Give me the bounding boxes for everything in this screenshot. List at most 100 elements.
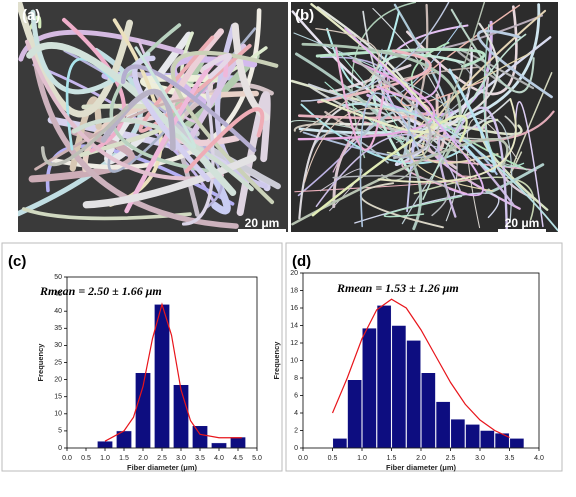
fiber <box>352 57 432 160</box>
bar <box>406 340 421 449</box>
x-tick-label: 1.5 <box>387 455 397 462</box>
y-tick-label: 4 <box>294 410 298 417</box>
y-tick-label: 5 <box>58 428 62 435</box>
fiber <box>294 52 423 231</box>
fiber <box>300 103 472 165</box>
fiber <box>376 62 442 100</box>
fiber <box>32 63 217 206</box>
y-tick-label: 0 <box>58 445 62 452</box>
fiber <box>138 35 252 133</box>
fiber <box>485 163 545 194</box>
fibers <box>18 2 558 232</box>
fiber <box>377 98 517 183</box>
y-tick-label: 30 <box>54 342 62 349</box>
fiber <box>332 175 449 217</box>
panel-label: (b) <box>295 7 314 24</box>
fiber <box>344 27 484 197</box>
x-tick-label: 5.0 <box>252 455 262 462</box>
fiber <box>514 101 544 228</box>
fiber <box>202 53 232 80</box>
fiber <box>304 107 479 183</box>
y-tick-label: 15 <box>54 394 62 401</box>
fiber <box>418 102 498 176</box>
fiber <box>134 46 196 149</box>
x-tick-label: 3.0 <box>176 455 186 462</box>
fiber <box>34 98 195 171</box>
x-tick-label: 4.5 <box>233 455 243 462</box>
x-tick-label: 0.0 <box>298 455 308 462</box>
y-tick-label: 6 <box>294 392 298 399</box>
fiber <box>450 8 535 94</box>
x-tick-label: 4.0 <box>214 455 224 462</box>
fiber <box>422 33 527 200</box>
x-tick-label: 1.5 <box>119 455 129 462</box>
scale-bar-label: 20 μm <box>245 216 280 230</box>
fiber <box>401 117 513 225</box>
bar <box>173 384 189 449</box>
y-tick-label: 40 <box>54 308 62 315</box>
fiber <box>360 182 444 229</box>
fiber <box>317 49 432 104</box>
scale-bar-label: 20 μm <box>505 216 540 230</box>
fiber <box>442 22 499 127</box>
annotation: Rmean = 2.50 ± 1.66 μm <box>39 284 162 298</box>
bar <box>332 438 348 449</box>
x-tick-label: 4.0 <box>534 455 544 462</box>
fiber <box>62 17 127 153</box>
fiber <box>71 117 254 192</box>
fiber <box>291 79 523 136</box>
fiber <box>341 103 558 232</box>
fiber <box>324 51 405 143</box>
bar <box>192 425 208 449</box>
fiber <box>24 39 224 181</box>
fiber <box>437 134 515 218</box>
x-tick-label: 1.0 <box>100 455 110 462</box>
fiber <box>299 28 380 133</box>
x-tick-label: 2.5 <box>157 455 167 462</box>
y-tick-label: 12 <box>290 340 298 347</box>
fiber <box>383 195 463 218</box>
x-tick-label: 3.0 <box>475 455 485 462</box>
fiber <box>480 118 549 211</box>
fiber <box>120 64 257 153</box>
x-tick-label: 3.5 <box>505 455 515 462</box>
panel-frame <box>1 242 283 472</box>
y-tick-label: 16 <box>290 305 298 312</box>
fiber <box>40 105 129 167</box>
panel-frame <box>285 242 563 472</box>
y-tick-label: 10 <box>290 357 298 364</box>
y-tick-label: 14 <box>290 322 298 329</box>
bar <box>494 432 510 449</box>
x-tick-label: 2.5 <box>446 455 456 462</box>
bar <box>391 325 407 449</box>
x-tick-label: 1.0 <box>357 455 367 462</box>
fiber <box>395 56 473 144</box>
fiber <box>293 32 463 140</box>
y-tick-label: 2 <box>294 427 298 434</box>
x-tick-label: 0.5 <box>81 455 91 462</box>
fiber <box>26 42 237 197</box>
y-tick-label: 20 <box>290 270 298 277</box>
bar <box>97 440 113 449</box>
bar <box>230 436 246 449</box>
x-axis-label: Fiber diameter (μm) <box>127 463 198 472</box>
fiber <box>184 107 265 174</box>
panel-label: (a) <box>22 7 40 24</box>
fiber <box>476 29 553 99</box>
scale-bar <box>498 229 546 232</box>
fit-curve <box>331 298 510 439</box>
bar <box>480 430 495 449</box>
fit-curve <box>104 302 242 442</box>
x-axis-label: Fiber diameter (μm) <box>386 463 457 472</box>
y-tick-label: 25 <box>54 359 62 366</box>
bar <box>435 401 451 449</box>
y-tick-label: 8 <box>294 375 298 382</box>
bar <box>376 305 392 449</box>
y-axis-label: Frequency <box>36 343 45 382</box>
x-tick-label: 2.0 <box>138 455 148 462</box>
bar <box>154 304 170 449</box>
bar <box>509 438 525 449</box>
y-tick-label: 45 <box>54 291 62 298</box>
fiber <box>21 207 192 221</box>
